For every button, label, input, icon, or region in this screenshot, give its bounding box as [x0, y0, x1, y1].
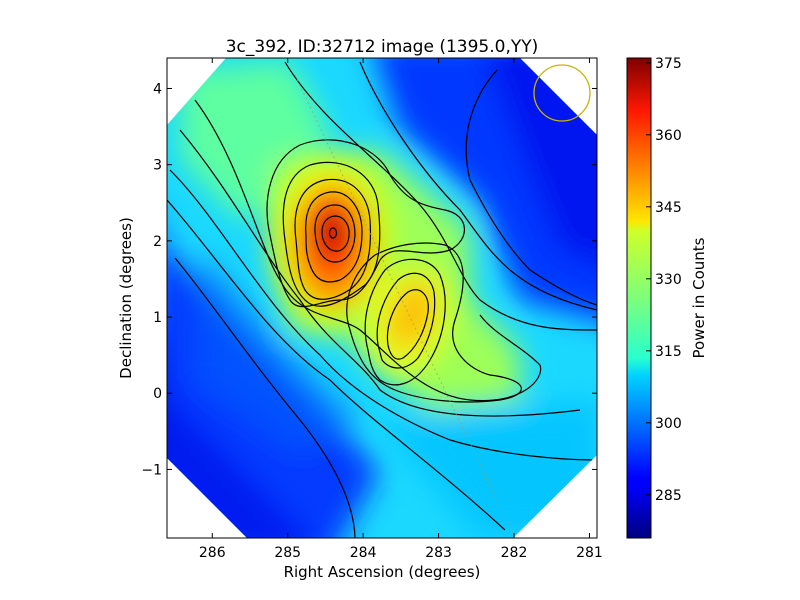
plot-area — [167, 58, 597, 538]
y-tick-label: 0 — [153, 386, 162, 402]
contour-line — [386, 289, 429, 360]
colorbar — [626, 57, 652, 539]
plot-frame — [166, 57, 598, 539]
colorbar-tick-label: 345 — [655, 200, 682, 216]
heatmap-peak-1-core — [319, 212, 345, 252]
contour-line — [465, 69, 597, 306]
contour-line — [167, 199, 506, 531]
contour-line — [174, 257, 356, 538]
contour-line — [294, 178, 372, 300]
y-tick-label: 1 — [153, 310, 162, 326]
y-axis-label: Declination (degrees) — [117, 217, 135, 379]
colorbar-tick-label: 330 — [655, 272, 682, 288]
contour-line — [282, 161, 381, 307]
heatmap-lowleft-mid — [200, 250, 360, 450]
y-tick-label: 3 — [153, 158, 162, 174]
x-tick-label: 282 — [501, 545, 528, 561]
pointing-track-line — [294, 74, 516, 538]
contour-line — [364, 258, 446, 386]
y-tick-label: −1 — [141, 462, 162, 478]
colorbar-label: Power in Counts — [690, 237, 708, 358]
x-tick-label: 285 — [274, 545, 301, 561]
contour-line — [376, 272, 436, 369]
colorbar-tick-label: 375 — [655, 56, 682, 72]
contour-line — [305, 191, 363, 283]
contour-line — [284, 61, 597, 331]
contour-line — [314, 204, 356, 263]
contour-lines — [167, 61, 597, 538]
beam-circle — [533, 64, 591, 122]
y-axis: −1 0 1 2 3 4 — [141, 81, 597, 478]
x-tick-label: 283 — [425, 545, 452, 561]
heatmap-lowright-cyan — [380, 400, 597, 538]
x-tick-label: 286 — [199, 545, 226, 561]
x-axis-label: Right Ascension (degrees) — [284, 563, 481, 581]
contour-line — [328, 227, 338, 239]
contour-line — [194, 99, 542, 402]
colorbar-tick-label: 360 — [655, 128, 682, 144]
x-tick-label: 281 — [576, 545, 603, 561]
colorbar-tick-label: 300 — [655, 416, 682, 432]
contour-line — [266, 139, 465, 308]
heatmap-image — [167, 58, 597, 538]
colorbar-tick-label: 315 — [655, 344, 682, 360]
chart-title: 3c_392, ID:32712 image (1395.0,YY) — [226, 37, 539, 57]
x-axis: 286 285 284 283 282 281 — [199, 58, 603, 561]
y-tick-label: 2 — [153, 234, 162, 250]
contour-line — [169, 169, 597, 461]
heatmap-upright-deep — [480, 58, 597, 280]
y-tick-label: 4 — [153, 81, 162, 97]
contour-line — [321, 215, 350, 252]
x-tick-label: 284 — [350, 545, 377, 561]
contour-line — [346, 242, 522, 403]
contour-line — [179, 129, 581, 417]
colorbar-ticks: 285 300 315 330 345 360 375 — [646, 56, 682, 504]
colorbar-tick-label: 285 — [655, 488, 682, 504]
contour-line — [359, 61, 597, 311]
